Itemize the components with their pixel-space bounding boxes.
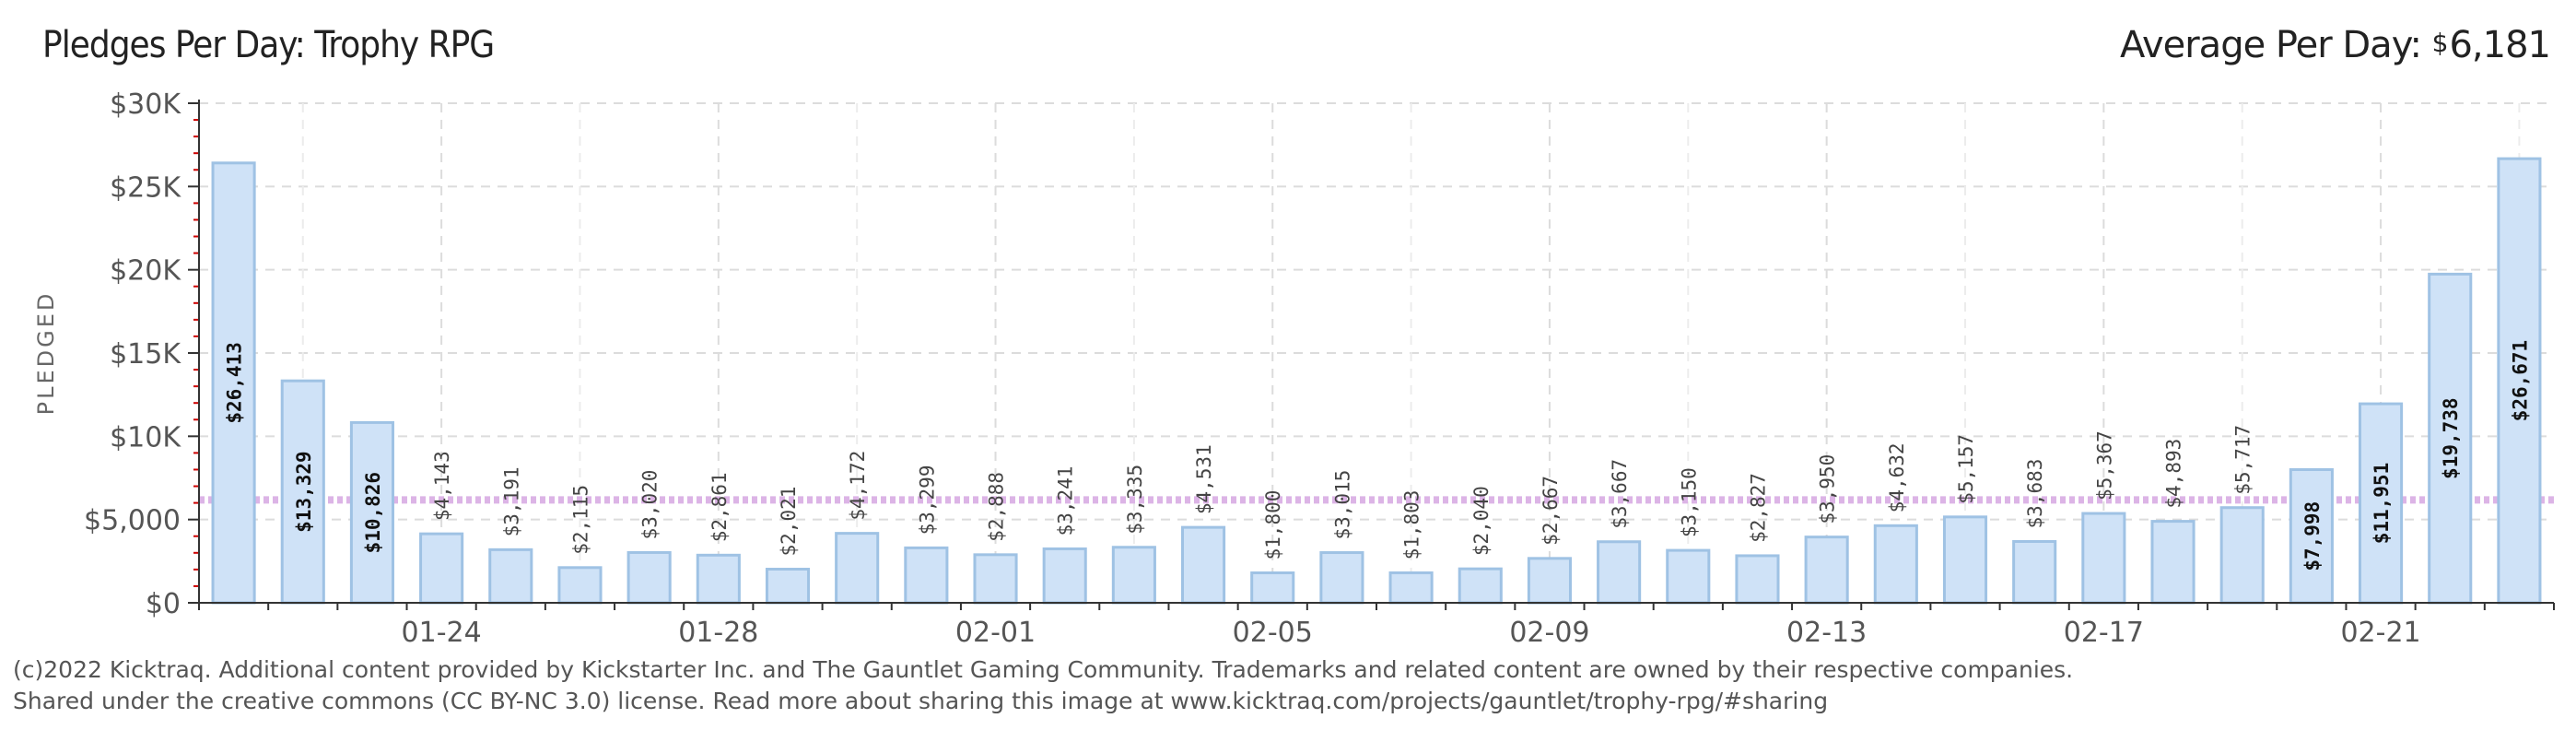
bar-label: $26,413: [224, 342, 246, 424]
bar-label: $26,671: [2509, 340, 2531, 422]
bar: [2012, 539, 2057, 605]
bar: [1111, 546, 1156, 605]
bar: [349, 420, 394, 605]
bar: [626, 550, 672, 605]
bar: [2219, 506, 2265, 605]
bar-label: $2,021: [778, 487, 800, 557]
bar-label: $3,335: [1124, 465, 1146, 535]
x-tick-label: 02-21: [2340, 617, 2420, 649]
bar: [1181, 525, 1226, 605]
grid: [199, 102, 2554, 603]
bar-label: $11,951: [2371, 463, 2393, 545]
bar-label: $2,040: [1470, 486, 1493, 556]
x-tick-label: 02-09: [1509, 617, 1589, 649]
bar: [419, 532, 464, 605]
bar-label: $1,800: [1262, 490, 1284, 560]
bar: [2081, 512, 2126, 605]
bar: [1250, 571, 1295, 605]
bar: [835, 532, 880, 605]
bar-label: $2,827: [1747, 473, 1769, 543]
bar-label: $3,683: [2024, 459, 2046, 529]
bar-label: $4,172: [847, 451, 869, 521]
bar-label: $5,717: [2232, 425, 2254, 495]
bar: [2497, 157, 2542, 605]
bar: [1527, 557, 1572, 605]
chart-title: Pledges Per Day: Trophy RPG: [42, 24, 495, 66]
y-axis-title: PLEDGED: [33, 291, 59, 416]
bar: [1804, 536, 1849, 605]
bar: [1666, 548, 1711, 605]
axes: $0 $5,000 $10K $15K $20K $25K $30K 01-24 01-28 02…: [33, 88, 2555, 649]
bar-label: $1,803: [1401, 490, 1423, 560]
bar: [1942, 515, 1988, 605]
bar: [696, 553, 741, 605]
x-tick-label: 02-13: [1786, 617, 1867, 649]
bar: [1873, 524, 1918, 605]
bar-label: $19,738: [2440, 397, 2462, 479]
bar: [2359, 402, 2404, 605]
bar: [1042, 547, 1087, 605]
bar-label: $2,888: [986, 472, 1008, 542]
y-tick-label: $10K: [110, 421, 181, 453]
y-tick-label: $5,000: [84, 505, 181, 537]
bar: [2150, 520, 2195, 605]
bar-label: $4,143: [431, 451, 453, 521]
bar-label: $3,191: [500, 466, 522, 536]
bar-label: $2,861: [708, 472, 731, 542]
bar: [1597, 540, 1642, 605]
footer-copyright: (c)2022 Kicktraq. Additional content pro…: [13, 656, 2074, 683]
bar-label: $2,667: [1540, 476, 1562, 546]
bar-label: $3,241: [1055, 466, 1077, 536]
bar-label: $5,157: [1955, 434, 1977, 504]
bar-label: $3,950: [1817, 454, 1839, 524]
average-per-day: Average Per Day: $6,181: [2119, 24, 2551, 66]
bar-label: $5,367: [2093, 430, 2115, 500]
bar: [765, 567, 811, 605]
bar-label: $4,893: [2163, 439, 2185, 509]
y-tick-label: $15K: [110, 338, 181, 371]
average-value: 6,181: [2449, 24, 2551, 66]
bar-label: $4,632: [1886, 442, 1908, 512]
x-tick-label: 01-24: [402, 617, 482, 649]
x-tick-label: 02-17: [2064, 617, 2144, 649]
bar-label: $4,531: [1193, 444, 1215, 514]
x-tick-label: 02-05: [1233, 617, 1313, 649]
bar: [557, 566, 603, 605]
y-tick-label: $20K: [110, 255, 181, 288]
x-tick-label: 02-01: [955, 617, 1036, 649]
bar-label: $3,150: [1678, 467, 1700, 537]
bar-label: $10,826: [362, 472, 384, 554]
bar: [973, 553, 1018, 605]
average-label: Average Per Day:: [2119, 24, 2422, 66]
bar: [1735, 554, 1780, 605]
y-tick-label: $30K: [110, 88, 181, 121]
bar-label: $3,667: [1609, 459, 1631, 529]
bar: [1458, 567, 1503, 605]
bar: [2428, 272, 2473, 605]
x-tick-label: 01-28: [678, 617, 758, 649]
bar-label: $3,299: [916, 465, 938, 536]
bar: [488, 548, 533, 605]
bar: [1319, 551, 1364, 605]
bar-label: $3,020: [639, 470, 662, 540]
bars: [211, 157, 2542, 605]
bar-labels: $26,413 $13,329 $10,826 $4,143 $3,191 $2,115 $…: [224, 340, 2532, 571]
bar: [1388, 571, 1434, 605]
bar: [904, 546, 949, 605]
bar-label: $7,998: [2301, 501, 2324, 571]
bar-label: $2,115: [569, 485, 591, 555]
y-tick-label: $25K: [110, 171, 181, 204]
footer-license: Shared under the creative commons (CC BY…: [13, 688, 1829, 714]
bar-label: $3,015: [1331, 470, 1353, 540]
bar: [211, 161, 256, 605]
bar-label: $13,329: [293, 451, 315, 533]
y-tick-label: $0: [146, 588, 181, 620]
average-currency: $: [2431, 28, 2449, 58]
